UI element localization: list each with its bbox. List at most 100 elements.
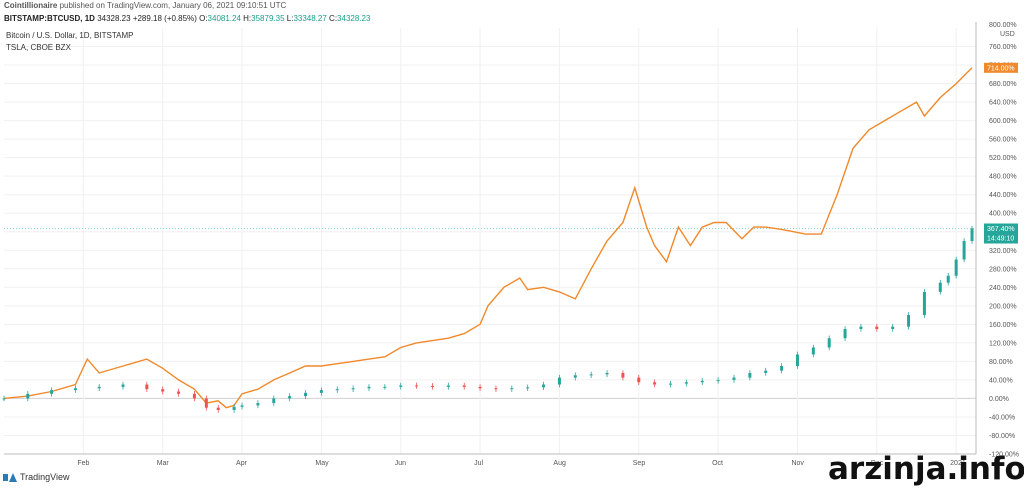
btc-candle-body: [121, 384, 125, 387]
x-tick-label: May: [315, 460, 329, 467]
y-tick-label: 320.00%: [989, 248, 1017, 255]
btc-candle-body: [256, 403, 260, 406]
btc-candle-body: [161, 389, 165, 392]
series-layer: [2, 67, 974, 413]
btc-candle-body: [875, 326, 879, 329]
x-tick-label: Nov: [791, 460, 804, 467]
btc-candle-body: [216, 407, 220, 411]
btc-candle-body: [494, 388, 498, 390]
y-tick-label: 280.00%: [989, 266, 1017, 273]
grid-lines: [4, 28, 976, 455]
btc-candle-body: [716, 379, 720, 381]
x-axis: Feb Mar Apr May Jun Jul Aug Sep Oct Nov Dec 2021: [4, 453, 976, 467]
btc-candle-body: [970, 228, 974, 241]
btc-candle-body: [399, 385, 403, 387]
y-tick-label: 800.00%: [989, 22, 1017, 29]
close-label: C:: [329, 14, 338, 23]
y-tick-label: 440.00%: [989, 192, 1017, 199]
tradingview-icon: [3, 472, 17, 482]
btc-candle-body: [907, 315, 911, 327]
btc-candle-body: [192, 393, 196, 399]
publish-line: Cointillionaire published on TradingView…: [4, 1, 286, 10]
btc-candle-body: [304, 392, 308, 397]
x-tick-label: Apr: [236, 460, 248, 467]
btc-candle-body: [319, 390, 323, 393]
y-tick-label: 680.00%: [989, 81, 1017, 88]
btc-candle-body: [383, 386, 387, 388]
legend-tsla[interactable]: TSLA, CBOE BZX: [6, 43, 71, 52]
x-tick-label: Dec: [871, 460, 884, 467]
btc-candle-body: [430, 385, 434, 387]
btc-candle-body: [684, 382, 688, 384]
btc-candle-body: [232, 406, 236, 411]
btc-candle-body: [288, 396, 292, 399]
btc-candle-body: [764, 370, 768, 373]
btc-candle-body: [351, 388, 355, 390]
btc-candle-body: [843, 328, 847, 339]
chart-legend: Bitcoin / U.S. Dollar, 1D, BITSTAMP TSLA…: [6, 30, 133, 54]
tsla-price-tag-text: 714.00%: [987, 65, 1015, 72]
btc-candle-body: [478, 386, 482, 389]
btc-candle-body: [526, 387, 530, 389]
y-tick-label: 120.00%: [989, 340, 1017, 347]
btc-candle-body: [589, 374, 593, 376]
watermark-text: arzinja.info: [828, 451, 1024, 487]
btc-candle-body: [621, 372, 625, 378]
y-tick-label: 0.00%: [989, 396, 1009, 403]
btc-candle-body: [204, 398, 208, 408]
btc-candle-body: [669, 383, 673, 385]
btc-candle-body: [637, 377, 641, 383]
low-label: L:: [286, 14, 294, 23]
y-tick-label: -80.00%: [989, 433, 1015, 440]
y-tick-label: 560.00%: [989, 137, 1017, 144]
series-tsla-line: [3, 67, 973, 409]
price-change: +289.18 (+0.85%): [132, 14, 197, 23]
last-price: 34328.23: [97, 14, 131, 23]
x-tick-label: Jul: [474, 460, 483, 467]
btc-candle-body: [748, 372, 752, 378]
btc-candle-body: [795, 354, 799, 367]
y-tick-label: -120.00%: [989, 452, 1019, 459]
btc-price-tag: [984, 223, 1018, 244]
y-tick-label: 520.00%: [989, 155, 1017, 162]
open-value: 34081.24: [207, 14, 241, 23]
btc-candle-body: [962, 241, 966, 260]
y-tick-label: 200.00%: [989, 303, 1017, 310]
y-tick-label: 240.00%: [989, 285, 1017, 292]
tradingview-logo-text: TradingView: [20, 472, 70, 482]
btc-candle-body: [272, 398, 276, 404]
btc-candle-body: [938, 282, 942, 292]
btc-candle-body: [73, 388, 77, 391]
btc-candle-body: [605, 372, 609, 375]
btc-candle-body: [732, 377, 736, 380]
btc-candle-body: [446, 385, 450, 387]
btc-candle-body: [50, 390, 54, 394]
btc-candle-body: [557, 377, 561, 385]
y-tick-label: 160.00%: [989, 322, 1017, 329]
btc-candle-body: [26, 393, 30, 399]
open-label: O:: [199, 14, 208, 23]
x-tick-label: Sep: [633, 460, 646, 467]
y-tick-label: 760.00%: [989, 44, 1017, 51]
legend-btc[interactable]: Bitcoin / U.S. Dollar, 1D, BITSTAMP: [6, 31, 134, 40]
btc-candle-body: [97, 386, 101, 389]
btc-candle-body: [462, 385, 466, 387]
symbol-label: BITSTAMP:BTCUSD, 1D: [4, 14, 95, 23]
btc-candle-body: [145, 384, 149, 390]
btc-price-tag-text: 367.40%: [987, 226, 1015, 233]
btc-candle-body: [922, 291, 926, 316]
x-tick-label: Jun: [395, 460, 406, 467]
btc-candle-body: [573, 375, 577, 378]
y-tick-label: 40.00%: [989, 377, 1013, 384]
btc-candle-body: [891, 326, 895, 329]
high-value: 35879.35: [251, 14, 285, 23]
published-text: published on TradingView.com, January 06…: [59, 1, 287, 10]
tradingview-logo[interactable]: TradingView: [3, 472, 70, 482]
btc-candle-body: [2, 398, 6, 400]
btc-candle-body: [335, 389, 339, 391]
publisher-name: Cointillionaire: [4, 1, 58, 10]
tsla-price-tag: [984, 62, 1018, 73]
btc-candle-body: [811, 347, 815, 355]
y-axis: 760.00%720.00%680.00%640.00%600.00%560.0…: [975, 22, 1019, 459]
